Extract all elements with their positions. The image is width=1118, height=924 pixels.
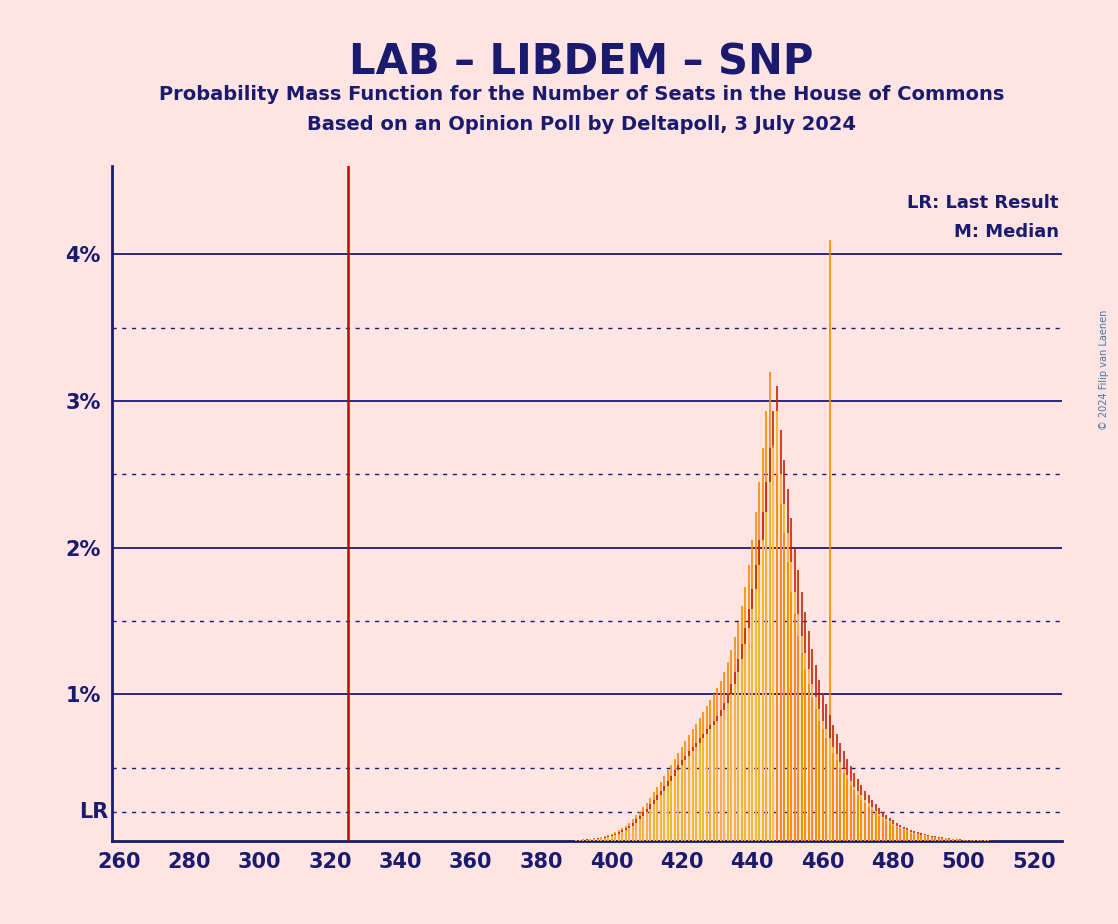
Text: Based on an Opinion Poll by Deltapoll, 3 July 2024: Based on an Opinion Poll by Deltapoll, 3… [306, 115, 856, 134]
Text: © 2024 Filip van Laenen: © 2024 Filip van Laenen [1099, 310, 1109, 430]
Text: Probability Mass Function for the Number of Seats in the House of Commons: Probability Mass Function for the Number… [159, 85, 1004, 104]
Text: M: Median: M: Median [954, 224, 1059, 241]
Text: LR: Last Result: LR: Last Result [907, 194, 1059, 212]
Text: LAB – LIBDEM – SNP: LAB – LIBDEM – SNP [349, 42, 814, 83]
Text: LR: LR [79, 801, 108, 821]
